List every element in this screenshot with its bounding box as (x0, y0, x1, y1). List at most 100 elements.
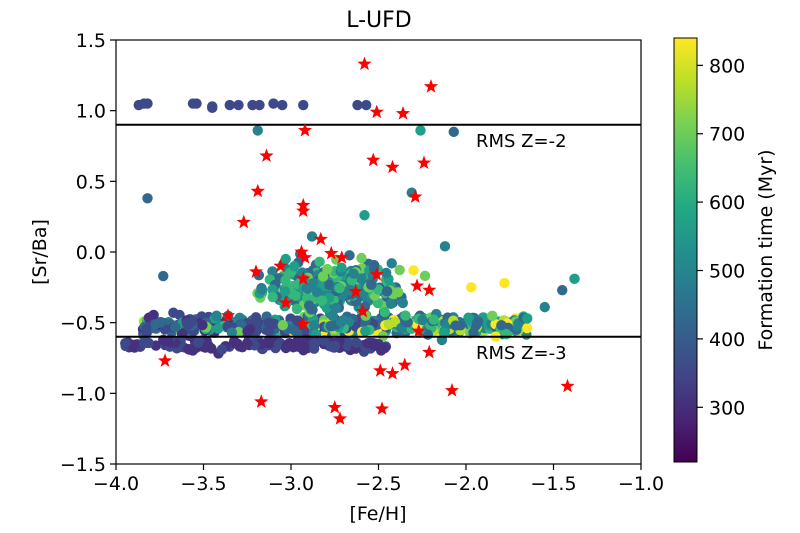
star-marker (327, 400, 342, 414)
scatter-point (356, 252, 367, 264)
scatter-point (280, 275, 291, 286)
scatter-point (277, 99, 288, 111)
scatter-point (448, 126, 459, 138)
scatter-point (191, 98, 202, 109)
scatter-point (330, 303, 342, 314)
star-marker (422, 344, 437, 359)
scatter-point (181, 318, 193, 329)
star-marker (385, 159, 400, 174)
star-marker (324, 245, 339, 260)
star-marker (373, 363, 388, 377)
scatter-point (291, 303, 303, 315)
scatter-point (254, 99, 265, 111)
x-tick-label: −1.0 (618, 473, 664, 495)
star-marker (422, 282, 437, 297)
scatter-point (211, 310, 222, 321)
star-marker (355, 303, 370, 318)
star-marker (259, 148, 274, 162)
scatter-point (329, 340, 341, 352)
scatter-point (290, 290, 301, 301)
scatter-point (277, 319, 289, 331)
y-tick-label: −1.5 (60, 454, 106, 476)
scatter-point (158, 270, 169, 282)
star-marker (560, 378, 575, 393)
scatter-point (280, 253, 291, 265)
scatter-point (197, 319, 208, 331)
star-marker (423, 79, 439, 93)
y-tick-label: −0.5 (60, 313, 106, 335)
scatter-point (400, 310, 411, 321)
x-axis-title: [Fe/H] (349, 503, 406, 525)
scatter-point (428, 314, 439, 325)
y-axis: 1.5 1.0 0.5 0.0 −0.5 −1.0 −1.5 (60, 30, 116, 476)
scatter-point (224, 99, 235, 111)
scatter-point (366, 279, 377, 291)
star-marker (369, 104, 384, 119)
scatter-point (361, 99, 372, 111)
scatter-point (392, 287, 404, 298)
star-marker (297, 123, 313, 137)
x-tick-label: −4.0 (93, 473, 139, 495)
star-marker (254, 394, 269, 408)
scatter-point (417, 314, 428, 326)
scatter-point (187, 345, 199, 356)
star-marker (409, 278, 425, 292)
star-points-layer (157, 56, 575, 425)
y-tick-label: −1.0 (60, 383, 106, 405)
scatter-point (499, 277, 510, 289)
scatter-point (263, 317, 274, 329)
scatter-point (155, 317, 166, 328)
scatter-point (120, 337, 131, 349)
reference-lines-layer: RMS Z=-2 RMS Z=-3 (116, 123, 641, 364)
scatter-point (226, 327, 238, 338)
star-marker (357, 56, 372, 71)
scatter-point (291, 327, 303, 339)
colorbar-tick-label: 700 (709, 124, 745, 146)
scatter-point (569, 273, 580, 285)
star-marker (397, 357, 412, 372)
star-marker (296, 203, 311, 218)
scatter-point (138, 338, 150, 349)
star-marker (332, 411, 348, 425)
scatter-point (311, 286, 323, 298)
scatter-point (303, 300, 315, 311)
scatter-point (242, 337, 253, 349)
colorbar-gradient (673, 37, 698, 463)
scatter-point (280, 342, 292, 354)
colorbar: 800 700 600 500 400 300 Formation time (Myr) (673, 37, 777, 463)
star-marker (366, 152, 381, 167)
star-marker (157, 353, 173, 367)
scatter-point (267, 266, 278, 277)
scatter-point (352, 99, 363, 111)
scatter-point (267, 284, 278, 295)
scatter-point (362, 338, 374, 349)
scatter-point (419, 270, 431, 282)
y-axis-title: [Sr/Ba] (29, 219, 51, 285)
scatter-point (521, 322, 533, 334)
scatter-point (360, 325, 371, 337)
scatter-point (397, 297, 408, 309)
star-marker (248, 264, 264, 278)
star-marker (395, 106, 411, 120)
colorbar-tick-label: 600 (709, 192, 745, 214)
background-points-layer (120, 98, 580, 359)
star-marker (297, 250, 313, 264)
star-marker (296, 316, 311, 331)
star-marker (348, 284, 363, 298)
scatter-point (438, 327, 450, 338)
scatter-point (336, 262, 347, 273)
scatter-point (381, 286, 393, 297)
scatter-point (263, 336, 274, 347)
scatter-point (466, 282, 477, 293)
scatter-point (408, 265, 419, 276)
scatter-point (229, 337, 240, 349)
scatter-point (288, 340, 300, 351)
scatter-point (306, 231, 318, 242)
scatter-point (386, 258, 397, 269)
scatter-point (256, 284, 268, 295)
scatter-point (439, 241, 451, 252)
colorbar-tick-label: 500 (709, 261, 745, 283)
star-marker (236, 214, 251, 229)
scatter-point (487, 310, 498, 322)
scatter-point (348, 268, 359, 279)
